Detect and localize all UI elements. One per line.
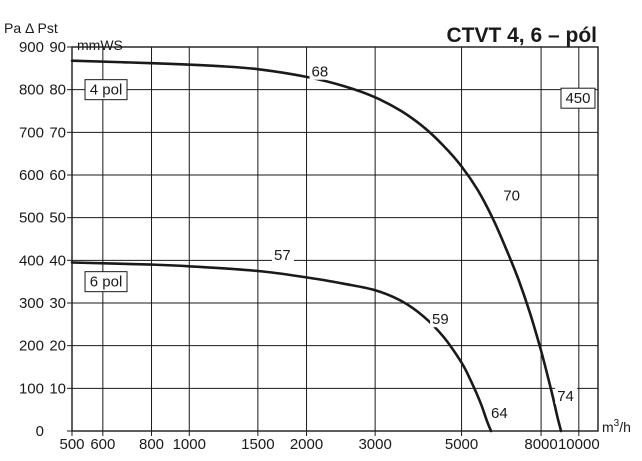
labels: 0 100 200 300 400 500 600 700 800 900 90 80 70 60 50 40… [19,39,600,453]
x-tick-label: 500 [59,436,84,453]
y-tick-label: 500 [19,210,44,227]
y2-tick-label: 60 [49,167,66,184]
grid [67,46,599,436]
y-tick-label: 0 [36,423,44,440]
x-tick-label: 1000 [173,436,206,453]
y-tick-label: 900 [19,39,44,56]
y-tick-label: 300 [19,295,44,312]
series-label-box [84,271,128,293]
curve-annotation: 57 [274,247,291,264]
y2-tick-label: 20 [49,338,66,355]
y-tick-label: 100 [19,380,44,397]
annotation-bg [309,62,332,80]
curve-annotation: 64 [491,405,508,422]
boxed-annotation: 450 [565,90,590,107]
x-tick-label: 5000 [445,436,478,453]
x-tick-label: 10000 [558,436,600,453]
x-tick-label: 600 [90,436,115,453]
y2-tick-label: 50 [49,210,66,227]
boxed-annotation-box [560,87,596,109]
annotation-bg [488,404,511,422]
plot-frame [71,46,599,432]
y-tick-label: 600 [19,167,44,184]
y-tick-label: 200 [19,338,44,355]
y2-tick-label: 80 [49,82,66,99]
x-tick-label: 3000 [358,436,391,453]
curve-annotation: 70 [503,187,520,204]
y2-tick-label: 70 [49,124,66,141]
series-line-4-pol [70,59,563,433]
y-tick-label: 700 [19,124,44,141]
y2-tick-label: 10 [49,380,66,397]
series-label: 4 pol [90,82,123,99]
y-tick-label: 400 [19,252,44,269]
y-tick-label: 800 [19,82,44,99]
y-axis-label-mmws: mmWS [77,37,123,53]
curves [70,59,563,433]
curve-annotation: 68 [312,64,329,81]
series-label: 6 pol [90,274,123,291]
curve-annotation: 74 [557,388,574,405]
series-label-box [84,79,128,101]
x-tick-label: 2000 [290,436,323,453]
chart-title: CTVT 4, 6 – pól [446,24,597,47]
x-tick-label: 8000 [524,436,557,453]
x-axis-label: m3/h [602,418,631,435]
annotation-bg [555,387,578,404]
y-axis-label-pa: Pa Δ Pst [4,20,58,36]
curve-annotation: 59 [432,311,449,328]
x-tick-label: 800 [139,436,164,453]
y2-tick-label: 40 [49,252,66,269]
series-line-6-pol [70,261,493,433]
annotation-bg [501,186,524,204]
y2-tick-label: 90 [49,39,66,56]
y2-tick-label: 30 [49,295,66,312]
x-tick-label: 1500 [241,436,274,453]
annotation-bg [430,310,453,328]
annotation-bg [271,246,294,264]
